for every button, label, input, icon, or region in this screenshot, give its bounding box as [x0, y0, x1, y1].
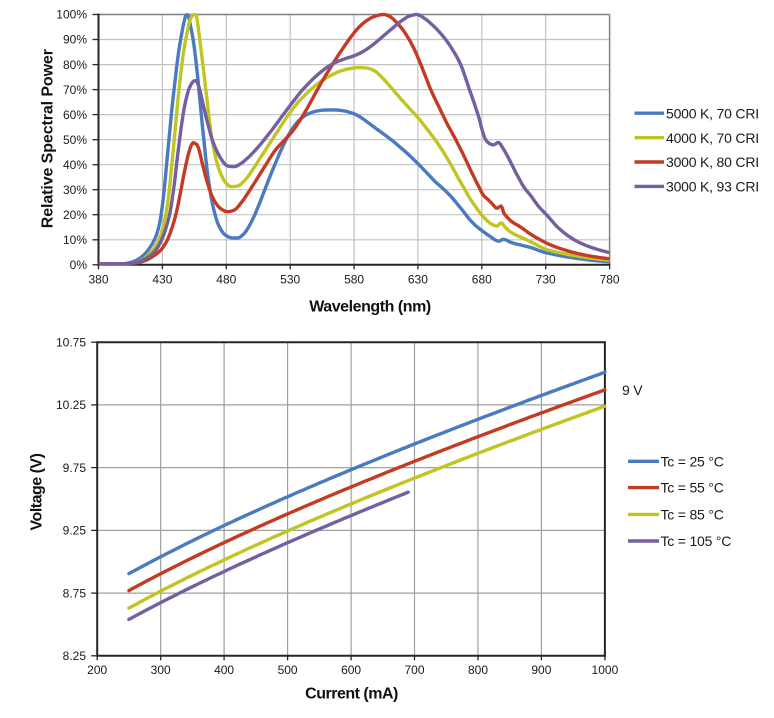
- svg-text:430: 430: [152, 273, 172, 287]
- svg-text:10.75: 10.75: [56, 335, 86, 349]
- svg-text:5000 K, 70 CRI: 5000 K, 70 CRI: [666, 105, 759, 121]
- svg-text:60%: 60%: [63, 108, 87, 122]
- svg-text:10.25: 10.25: [56, 398, 86, 412]
- svg-text:3000 K, 93 CRI: 3000 K, 93 CRI: [666, 179, 759, 195]
- svg-text:480: 480: [216, 273, 236, 287]
- svg-text:400: 400: [214, 663, 234, 677]
- svg-text:100%: 100%: [56, 8, 87, 22]
- svg-text:630: 630: [408, 273, 428, 287]
- svg-text:Tc = 105 °C: Tc = 105 °C: [661, 533, 732, 549]
- svg-text:780: 780: [600, 273, 620, 287]
- svg-text:Tc = 55 °C: Tc = 55 °C: [661, 480, 724, 496]
- svg-text:730: 730: [536, 273, 556, 287]
- svg-text:1000: 1000: [592, 663, 619, 677]
- svg-text:580: 580: [344, 273, 364, 287]
- svg-text:3000 K, 80 CRI: 3000 K, 80 CRI: [666, 154, 759, 170]
- svg-text:Voltage (V): Voltage (V): [29, 453, 46, 530]
- svg-text:10%: 10%: [63, 233, 87, 247]
- svg-text:Relative Spectral Power: Relative Spectral Power: [40, 49, 57, 228]
- svg-text:8.75: 8.75: [63, 586, 87, 600]
- svg-text:50%: 50%: [63, 133, 87, 147]
- svg-text:530: 530: [280, 273, 300, 287]
- svg-text:Current (mA): Current (mA): [305, 685, 398, 702]
- svg-text:8.25: 8.25: [63, 649, 87, 663]
- svg-text:700: 700: [404, 663, 424, 677]
- svg-text:70%: 70%: [63, 83, 87, 97]
- svg-text:380: 380: [88, 273, 108, 287]
- svg-text:20%: 20%: [63, 208, 87, 222]
- svg-text:9.25: 9.25: [63, 524, 87, 538]
- svg-text:300: 300: [151, 663, 171, 677]
- svg-text:Wavelength (nm): Wavelength (nm): [309, 299, 431, 316]
- svg-text:500: 500: [278, 663, 298, 677]
- svg-text:9.75: 9.75: [63, 461, 87, 475]
- svg-text:90%: 90%: [63, 33, 87, 47]
- svg-text:200: 200: [87, 663, 107, 677]
- svg-text:30%: 30%: [63, 183, 87, 197]
- svg-text:9 V: 9 V: [622, 382, 643, 398]
- svg-text:600: 600: [341, 663, 361, 677]
- svg-text:Tc = 85 °C: Tc = 85 °C: [661, 507, 724, 523]
- svg-text:800: 800: [468, 663, 488, 677]
- svg-text:0%: 0%: [70, 258, 88, 272]
- svg-text:4000 K, 70 CRI: 4000 K, 70 CRI: [666, 130, 759, 146]
- svg-text:40%: 40%: [63, 158, 87, 172]
- svg-text:900: 900: [531, 663, 551, 677]
- svg-text:80%: 80%: [63, 58, 87, 72]
- svg-text:680: 680: [472, 273, 492, 287]
- svg-text:Tc = 25 °C: Tc = 25 °C: [661, 453, 724, 469]
